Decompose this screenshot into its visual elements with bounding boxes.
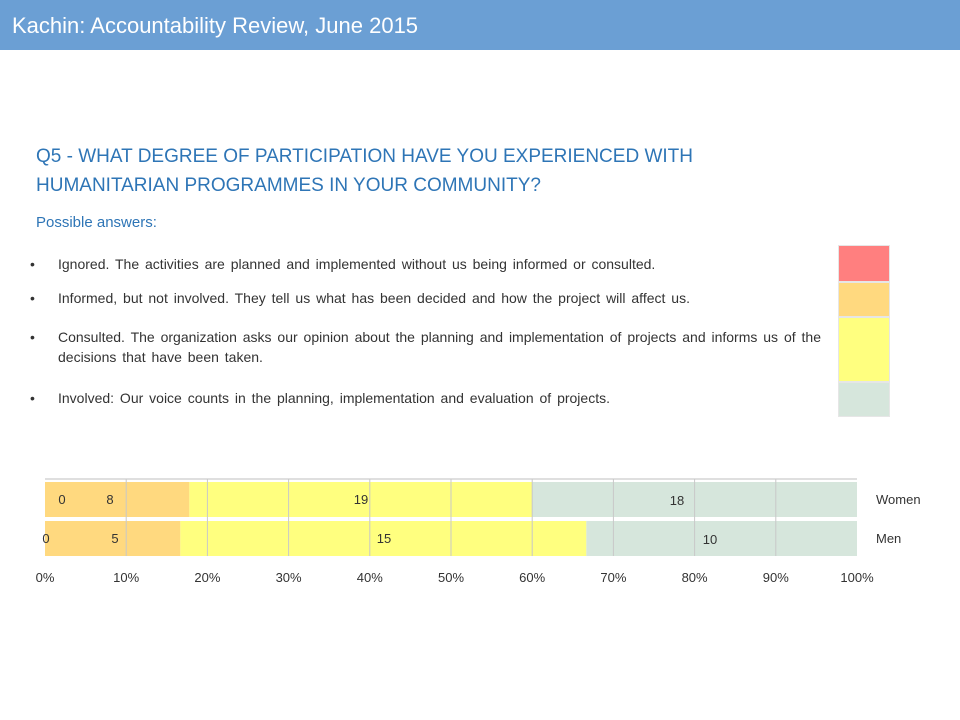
color-key <box>838 245 890 417</box>
swatch-ignored <box>838 245 890 282</box>
bullet: • <box>30 390 35 406</box>
bar-segment-men-2 <box>180 521 587 556</box>
bar-segment-women-2 <box>189 482 533 517</box>
x-tick-label: 50% <box>438 570 464 585</box>
header-bar: Kachin: Accountability Review, June 2015 <box>0 0 960 50</box>
answer-text: Ignored. The activities are planned and … <box>58 256 656 272</box>
data-label-women-2: 19 <box>354 492 368 507</box>
x-tick-label: 60% <box>519 570 545 585</box>
page-title: Kachin: Accountability Review, June 2015 <box>12 13 419 38</box>
data-label-men-0: 0 <box>42 531 49 546</box>
swatch-involved <box>838 382 890 417</box>
bar-segment-men-3 <box>586 521 857 556</box>
data-label-men-3: 10 <box>703 532 717 547</box>
x-tick-label: 10% <box>113 570 139 585</box>
swatch-informed <box>838 282 890 317</box>
bar-segment-women-1 <box>45 482 190 517</box>
x-tick-label: 100% <box>840 570 874 585</box>
answer-text: Consulted. The organization asks our opi… <box>58 329 821 365</box>
bar-segment-men-1 <box>45 521 181 556</box>
question-line-1: Q5 - WHAT DEGREE OF PARTICIPATION HAVE Y… <box>36 146 693 167</box>
x-tick-label: 80% <box>682 570 708 585</box>
answer-text: Informed, but not involved. They tell us… <box>58 290 690 306</box>
x-tick-label: 70% <box>600 570 626 585</box>
possible-answers-label: Possible answers: <box>36 214 157 231</box>
data-label-men-2: 15 <box>377 531 391 546</box>
x-tick-label: 90% <box>763 570 789 585</box>
question-line-2: HUMANITARIAN PROGRAMMES IN YOUR COMMUNIT… <box>36 175 541 196</box>
x-tick-label: 0% <box>36 570 55 585</box>
bullet: • <box>30 290 35 306</box>
x-tick-label: 20% <box>194 570 220 585</box>
x-tick-label: 30% <box>276 570 302 585</box>
category-label-women: Women <box>876 492 921 507</box>
bullet: • <box>30 256 35 272</box>
data-label-women-1: 8 <box>106 492 113 507</box>
data-label-women-0: 0 <box>58 492 65 507</box>
data-label-men-1: 5 <box>111 531 118 546</box>
category-label-men: Men <box>876 531 901 546</box>
question-title: Q5 - WHAT DEGREE OF PARTICIPATION HAVE Y… <box>36 142 916 200</box>
answer-text: Involved: Our voice counts in the planni… <box>58 390 610 406</box>
x-tick-label: 40% <box>357 570 383 585</box>
data-label-women-3: 18 <box>670 493 684 508</box>
bullet: • <box>30 329 35 345</box>
swatch-consulted <box>838 317 890 382</box>
